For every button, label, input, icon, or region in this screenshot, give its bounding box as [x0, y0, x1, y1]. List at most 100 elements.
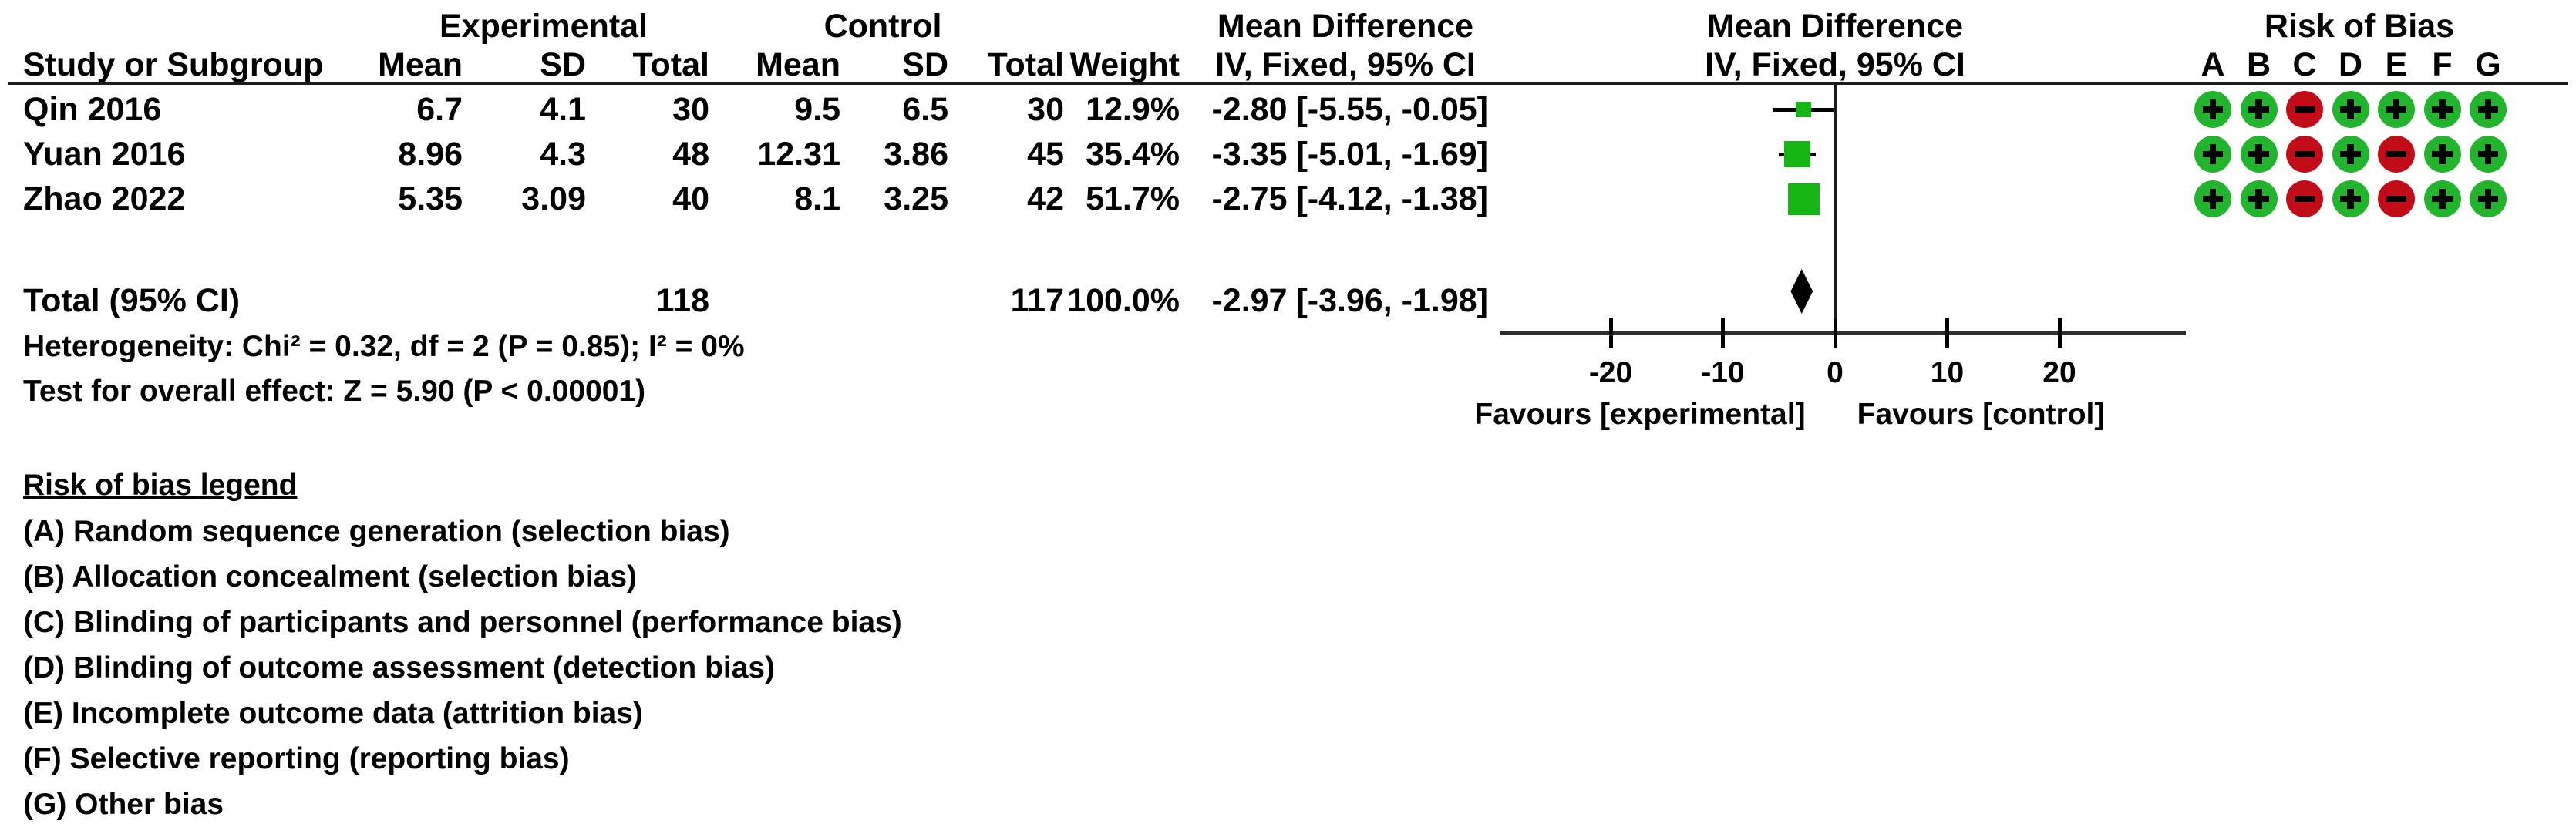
total-exp-total: 118 — [655, 282, 709, 319]
rob-glyph-bar — [2347, 188, 2354, 210]
rob-circle-plus — [2423, 136, 2461, 173]
rob-circle-plus — [2332, 91, 2369, 128]
ctrl-total-value: 45 — [1027, 136, 1064, 173]
rob-glyph-bar — [2484, 143, 2492, 165]
rob-legend-item: (G) Other bias — [23, 788, 224, 821]
rob-glyph-bar — [2255, 188, 2262, 210]
rob-circle-minus — [2286, 136, 2323, 173]
ctrl-mean-value: 8.1 — [794, 180, 840, 217]
rob-glyph-bar — [2386, 150, 2407, 158]
rob-circle-plus — [2194, 180, 2231, 217]
exp-sd-value: 4.3 — [540, 136, 586, 173]
rob-circle-plus — [2470, 180, 2507, 217]
rob-glyph-bar — [2255, 99, 2262, 120]
exp-total-value: 48 — [672, 136, 709, 173]
total-weight: 100.0% — [1067, 282, 1180, 319]
axis-tick-label: -10 — [1701, 356, 1745, 389]
axis-tick — [1608, 318, 1613, 348]
col-header-ctrl-mean: Mean — [756, 46, 840, 83]
rob-glyph-bar — [2484, 188, 2492, 210]
rob-circle-minus — [2286, 180, 2323, 217]
rob-glyph-bar — [2484, 99, 2492, 120]
rob-circle-minus — [2378, 180, 2415, 217]
effect-square — [1796, 102, 1812, 117]
col-header-ctrl-total: Total — [987, 46, 1064, 83]
rob-circle-plus — [2332, 180, 2369, 217]
axis-tick — [1721, 318, 1725, 348]
rob-circle-plus — [2240, 136, 2278, 173]
rob-glyph-bar — [2294, 195, 2315, 203]
header-rule — [8, 82, 2568, 85]
effect-square — [1788, 183, 1820, 215]
rob-letter-B: B — [2246, 46, 2271, 83]
group-header-experimental: Experimental — [439, 8, 648, 45]
md-ci-value: -2.75 [-4.12, -1.38] — [1211, 180, 1488, 217]
exp-mean-value: 5.35 — [398, 180, 463, 217]
ctrl-total-value: 42 — [1027, 180, 1064, 217]
rob-circle-plus — [2240, 91, 2278, 128]
col-header-weight: Weight — [1069, 46, 1180, 83]
exp-mean-value: 8.96 — [398, 136, 463, 173]
col-header-exp-total: Total — [632, 46, 709, 83]
col-header-iv-fixed-left: IV, Fixed, 95% CI — [1215, 46, 1476, 83]
axis-tick — [1945, 318, 1949, 348]
rob-legend-item: (B) Allocation concealment (selection bi… — [23, 560, 638, 594]
col-header-exp-mean: Mean — [378, 46, 463, 83]
rob-glyph-bar — [2255, 143, 2262, 165]
rob-letter-F: F — [2432, 46, 2453, 83]
rob-circle-plus — [2378, 91, 2415, 128]
rob-glyph-bar — [2209, 99, 2217, 120]
rob-legend-item: (E) Incomplete outcome data (attrition b… — [23, 697, 643, 730]
rob-glyph-bar — [2209, 188, 2217, 210]
col-header-ctrl-sd: SD — [902, 46, 948, 83]
weight-value: 12.9% — [1086, 91, 1180, 128]
rob-letter-E: E — [2385, 46, 2408, 83]
rob-circle-plus — [2194, 136, 2231, 173]
rob-circle-minus — [2378, 136, 2415, 173]
rob-letter-D: D — [2338, 46, 2363, 83]
rob-circle-plus — [2470, 136, 2507, 173]
rob-legend-item: (D) Blinding of outcome assessment (dete… — [23, 651, 776, 684]
col-header-iv-fixed-right: IV, Fixed, 95% CI — [1705, 46, 1965, 83]
favours-experimental-label: Favours [experimental] — [1474, 398, 1806, 431]
rob-letter-A: A — [2201, 46, 2225, 83]
ctrl-sd-value: 3.86 — [884, 136, 948, 173]
rob-glyph-bar — [2209, 143, 2217, 165]
axis-tick — [2057, 318, 2062, 348]
rob-legend-title: Risk of bias legend — [23, 469, 298, 502]
pooled-diamond — [1790, 269, 1813, 314]
study-name: Yuan 2016 — [23, 136, 186, 173]
rob-legend-item: (F) Selective reporting (reporting bias) — [23, 742, 570, 775]
rob-glyph-bar — [2439, 99, 2446, 120]
ctrl-mean-value: 12.31 — [757, 136, 840, 173]
rob-legend-item: (C) Blinding of participants and personn… — [23, 606, 902, 639]
rob-glyph-bar — [2439, 188, 2446, 210]
rob-glyph-bar — [2439, 143, 2446, 165]
group-header-mean-difference-left: Mean Difference — [1217, 8, 1474, 45]
weight-value: 51.7% — [1086, 180, 1180, 217]
overall-effect-text: Test for overall effect: Z = 5.90 (P < 0… — [23, 375, 646, 408]
rob-circle-plus — [2332, 136, 2369, 173]
axis-tick-label: -20 — [1588, 356, 1633, 389]
axis-tick-label: 0 — [1827, 356, 1844, 389]
exp-total-value: 30 — [672, 91, 709, 128]
exp-sd-value: 4.1 — [540, 91, 586, 128]
exp-mean-value: 6.7 — [416, 91, 463, 128]
rob-circle-plus — [2240, 180, 2278, 217]
group-header-control: Control — [823, 8, 942, 45]
weight-value: 35.4% — [1086, 136, 1180, 173]
ctrl-sd-value: 3.25 — [884, 180, 948, 217]
total-ctrl-total: 117 — [1010, 282, 1064, 319]
rob-glyph-bar — [2294, 106, 2315, 113]
md-ci-value: -2.80 [-5.55, -0.05] — [1211, 91, 1488, 128]
heterogeneity-text: Heterogeneity: Chi² = 0.32, df = 2 (P = … — [23, 330, 745, 363]
axis-tick-label: 20 — [2042, 356, 2076, 389]
effect-square — [1784, 141, 1811, 167]
zero-line — [1834, 83, 1837, 338]
rob-glyph-bar — [2392, 99, 2400, 120]
rob-glyph-bar — [2347, 143, 2354, 165]
rob-circle-plus — [2423, 180, 2461, 217]
study-name: Zhao 2022 — [23, 180, 186, 217]
favours-control-label: Favours [control] — [1857, 398, 2105, 431]
